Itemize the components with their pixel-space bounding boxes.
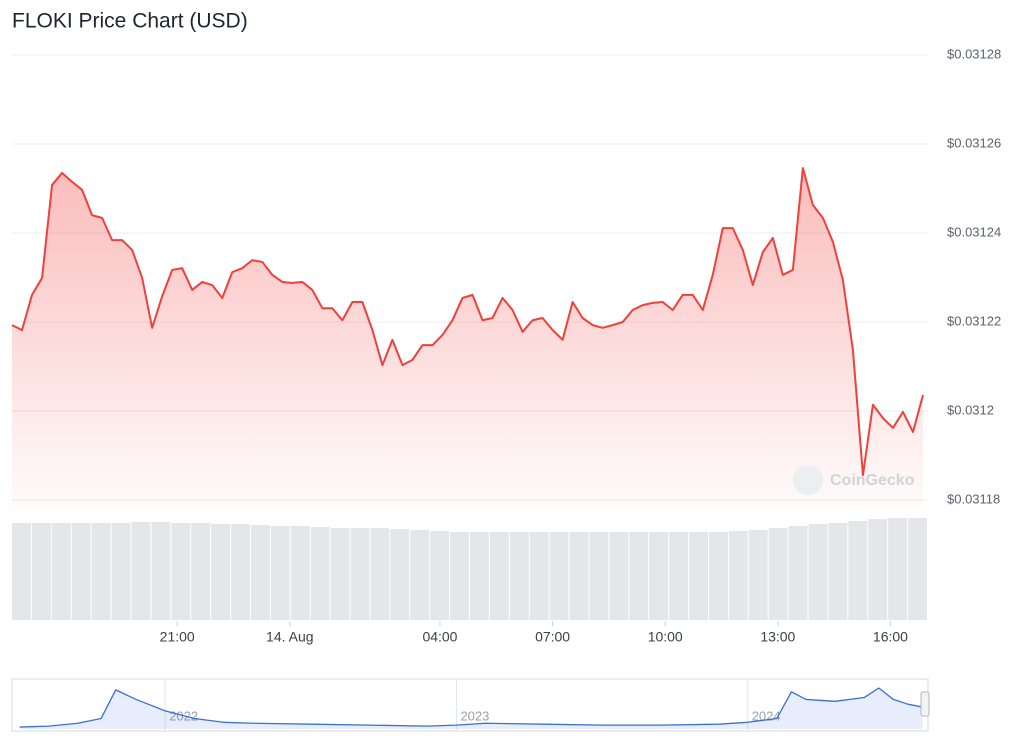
volume-bar xyxy=(231,524,250,620)
volume-bar xyxy=(509,532,529,620)
chart-title: FLOKI Price Chart (USD) xyxy=(12,10,248,33)
volume-bar xyxy=(649,532,669,620)
y-tick-label: $0.03122 xyxy=(947,313,1001,328)
volume-bar xyxy=(529,532,549,620)
volume-bar xyxy=(290,526,310,620)
y-tick-label: $0.03118 xyxy=(947,491,1000,506)
volume-bar xyxy=(270,526,290,620)
volume-bar xyxy=(569,532,589,620)
volume-bar xyxy=(370,528,390,620)
x-tick-label: 10:00 xyxy=(648,629,683,645)
volume-bar xyxy=(888,518,908,620)
x-tick-label: 16:00 xyxy=(873,629,908,645)
volume-bar xyxy=(31,523,51,620)
volume-bar xyxy=(489,532,509,620)
volume-bar xyxy=(768,528,788,620)
volume-bar xyxy=(350,528,370,620)
navigator-tick-label: 2023 xyxy=(460,708,489,723)
watermark: CoinGecko xyxy=(793,465,915,495)
line xyxy=(11,167,924,477)
volume-bar xyxy=(748,530,768,620)
volume-bar xyxy=(589,532,609,620)
x-tick-label: 13:00 xyxy=(760,629,795,645)
volume-bar xyxy=(390,529,410,620)
x-tick-label: 07:00 xyxy=(535,629,570,645)
y-tick-label: $0.03126 xyxy=(947,135,1001,150)
volume-bar xyxy=(450,532,469,620)
area xyxy=(12,168,924,508)
volume-bar xyxy=(12,523,31,620)
volume-bar xyxy=(131,522,151,620)
volume-bar xyxy=(410,530,430,620)
x-tick-label: 04:00 xyxy=(422,629,457,645)
volume-bar xyxy=(51,523,71,620)
x-tick-label: 21:00 xyxy=(160,629,195,645)
volume-bar xyxy=(908,518,927,620)
volume-bar xyxy=(171,523,191,620)
volume-bar xyxy=(470,532,489,620)
volume-bar xyxy=(71,523,91,620)
volume-bar xyxy=(689,532,708,620)
volume-bar xyxy=(151,522,171,620)
y-tick-label: $0.0312 xyxy=(947,402,994,417)
volume-bar xyxy=(629,532,649,620)
y-tick-label: $0.03124 xyxy=(947,224,1001,239)
volume-bar xyxy=(91,523,111,620)
area xyxy=(19,688,923,729)
y-tick-label: $0.03128 xyxy=(947,46,1001,61)
volume-bar xyxy=(549,532,569,620)
volume-bar xyxy=(828,523,848,620)
volume-bar xyxy=(808,524,828,620)
volume-bar xyxy=(728,531,748,620)
navigator-handle[interactable] xyxy=(920,691,930,717)
navigator-tick-label: 2024 xyxy=(752,708,781,723)
x-tick-label: 14. Aug xyxy=(266,629,314,645)
volume-bar xyxy=(788,526,808,620)
volume-bar xyxy=(868,519,888,620)
volume-bar xyxy=(250,525,270,620)
volume-bar xyxy=(330,528,350,620)
volume-bar xyxy=(191,523,211,620)
volume-bar xyxy=(848,521,868,620)
volume-bar xyxy=(708,532,728,620)
volume-bar xyxy=(609,532,629,620)
volume-bar xyxy=(430,531,450,620)
volume-bar xyxy=(211,524,231,620)
volume-bar xyxy=(111,523,131,620)
volume-bar xyxy=(669,532,689,620)
volume-bar xyxy=(310,527,330,620)
watermark-text: CoinGecko xyxy=(830,472,915,489)
line xyxy=(19,687,923,728)
